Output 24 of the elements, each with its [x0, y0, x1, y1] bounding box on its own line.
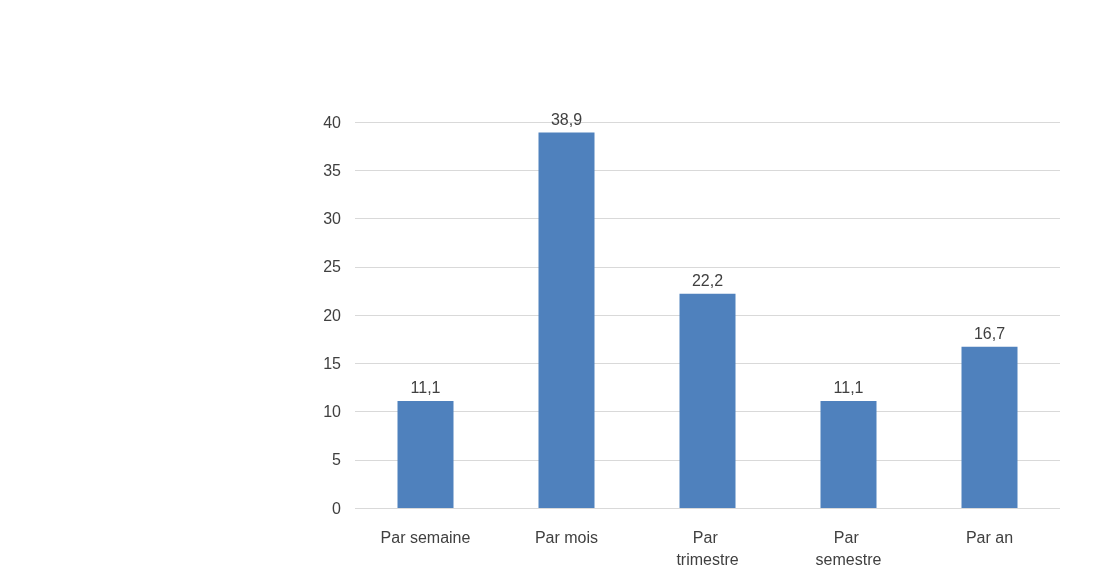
data-label: 16,7: [973, 325, 1006, 343]
bar: [679, 293, 736, 508]
x-tick-label: Par an: [965, 528, 1014, 546]
data-label: 22,2: [691, 272, 724, 290]
data-label: 11,1: [410, 379, 441, 397]
bar: [820, 400, 877, 508]
y-tick-label: 0: [332, 499, 342, 517]
bar: [961, 346, 1018, 508]
y-tick-label: 15: [323, 354, 342, 372]
bar: [397, 400, 454, 508]
y-tick-label: 40: [323, 113, 342, 131]
y-tick-label: 20: [323, 306, 342, 324]
y-tick-label: 5: [332, 451, 342, 469]
y-tick-label: 10: [323, 403, 342, 420]
data-label: 11,1: [833, 379, 864, 397]
data-label: 38,9: [550, 111, 583, 129]
x-tick-label: Par mois: [534, 528, 599, 546]
x-tick-label: Par trimestre: [676, 528, 739, 568]
y-tick-label: 30: [323, 210, 342, 227]
y-tick-label: 35: [323, 161, 342, 179]
x-tick-label: Par semestre: [815, 528, 882, 568]
bar: [538, 132, 595, 508]
x-tick-label: Par semaine: [380, 528, 471, 546]
y-tick-label: 25: [323, 258, 342, 276]
